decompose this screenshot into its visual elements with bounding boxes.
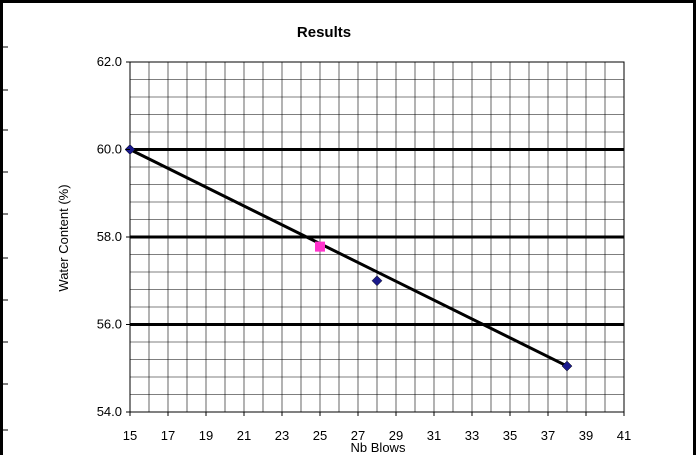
y-axis-label: Water Content (%) — [56, 184, 71, 291]
x-tick-label-17: 17 — [161, 428, 175, 443]
chart-title: Results — [297, 24, 351, 41]
reference-lines — [130, 148, 624, 326]
x-tick-label-35: 35 — [503, 428, 517, 443]
x-axis-label: Nb Blows — [351, 440, 406, 455]
x-tick-label-15: 15 — [123, 428, 137, 443]
x-tick-label-31: 31 — [427, 428, 441, 443]
x-tick-label-29: 29 — [389, 428, 403, 443]
y-tick-label-54.0: 54.0 — [97, 404, 122, 419]
y-tick-label-60.0: 60.0 — [97, 142, 122, 157]
x-tick-label-37: 37 — [541, 428, 555, 443]
series-layer — [124, 144, 573, 372]
y-tick-label-56.0: 56.0 — [97, 317, 122, 332]
x-tick-label-27: 27 — [351, 428, 365, 443]
y-tick-label-62.0: 62.0 — [97, 54, 122, 69]
sheet-edge-ticks — [0, 46, 8, 431]
data-point-square-0 — [315, 241, 325, 252]
x-tick-label-25: 25 — [313, 428, 327, 443]
y-tick-labels: 54.0 56.0 58.0 60.0 62.0 — [97, 54, 130, 419]
x-tick-labels: 15 17 19 21 23 25 27 29 31 33 35 37 39 41 — [123, 412, 631, 443]
x-tick-label-39: 39 — [579, 428, 593, 443]
x-tick-label-41: 41 — [617, 428, 631, 443]
x-tick-label-23: 23 — [275, 428, 289, 443]
data-point-diamond-2 — [561, 360, 573, 372]
data-point-diamond-1 — [371, 275, 383, 287]
x-tick-label-19: 19 — [199, 428, 213, 443]
x-tick-label-21: 21 — [237, 428, 251, 443]
x-tick-label-33: 33 — [465, 428, 479, 443]
y-tick-label-58.0: 58.0 — [97, 229, 122, 244]
trend-line — [129, 148, 568, 368]
